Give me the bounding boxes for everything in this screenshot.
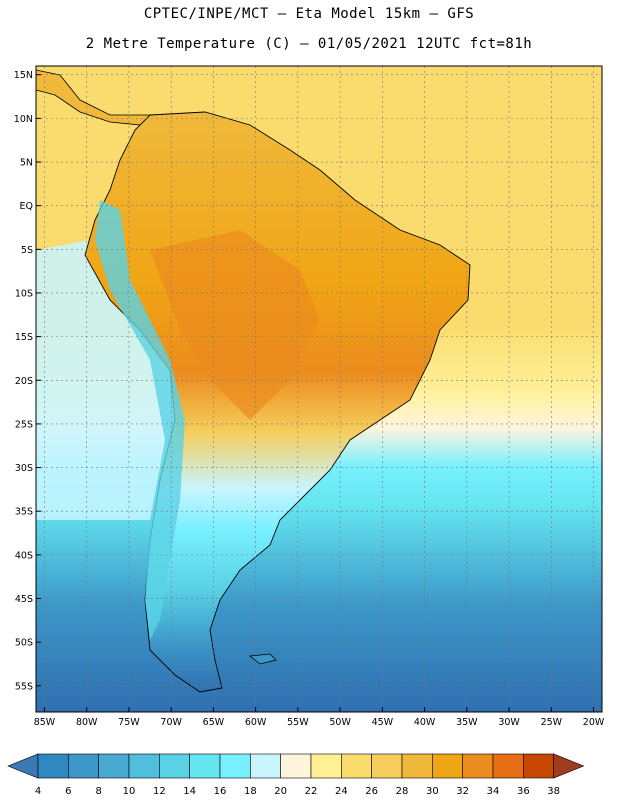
lat-tick-label: 35S bbox=[15, 507, 33, 518]
amazon-hot-region bbox=[150, 230, 320, 420]
colorbar-swatch bbox=[128, 753, 160, 779]
lat-tick-label: 30S bbox=[15, 463, 33, 474]
colorbar-tick-label: 28 bbox=[396, 786, 409, 797]
colorbar-labels: 4 6 8 10 12 14 16 18 20 22 24 26 28 30 32 34 36 38 bbox=[35, 786, 560, 797]
lat-tick-label: 10S bbox=[15, 288, 33, 299]
lon-tick-label: 45W bbox=[372, 717, 394, 728]
andes-cold-region bbox=[95, 200, 185, 640]
chart-title-line1: CPTEC/INPE/MCT – Eta Model 15km – GFS bbox=[143, 6, 475, 22]
lon-tick-label: 50W bbox=[329, 717, 351, 728]
colorbar-swatch bbox=[310, 753, 342, 779]
colorbar-tick-label: 34 bbox=[487, 786, 500, 797]
colorbar-swatch bbox=[98, 753, 130, 779]
lon-tick-label: 30W bbox=[498, 717, 520, 728]
chart-title-line2: 2 Metre Temperature (C) – 01/05/2021 12U… bbox=[85, 36, 533, 52]
lat-tick-label: 5N bbox=[20, 158, 33, 169]
lat-tick-label: 10N bbox=[14, 114, 33, 125]
colorbar-swatch bbox=[37, 753, 69, 779]
central-america-landmass bbox=[36, 69, 151, 126]
colorbar-swatch bbox=[341, 753, 372, 779]
colorbar-arrow-low bbox=[7, 753, 39, 779]
lon-tick-label: 25W bbox=[541, 717, 563, 728]
lon-tick-label: 80W bbox=[76, 717, 98, 728]
lon-tick-label: 70W bbox=[160, 717, 182, 728]
lat-tick-label: 25S bbox=[15, 419, 33, 430]
colorbar-swatch bbox=[371, 753, 403, 779]
colorbar-swatch bbox=[159, 753, 190, 779]
colorbar-swatch bbox=[492, 753, 524, 779]
colorbar-swatch bbox=[250, 753, 281, 779]
lat-tick-label: 45S bbox=[15, 594, 33, 605]
colorbar-tick-label: 10 bbox=[123, 786, 136, 797]
colorbar-swatch bbox=[432, 753, 463, 779]
graticule bbox=[36, 66, 602, 712]
colorbar-swatch bbox=[68, 753, 99, 779]
lat-tick-label: 20S bbox=[15, 376, 33, 387]
longitude-labels: 85W 80W 75W 70W 65W 60W 55W 50W 45W 40W 35W 30W 25W 2… bbox=[34, 717, 605, 728]
colorbar-tick-label: 14 bbox=[183, 786, 196, 797]
colorbar-tick-label: 16 bbox=[214, 786, 227, 797]
lon-tick-label: 40W bbox=[414, 717, 436, 728]
colorbar-swatch bbox=[401, 753, 433, 779]
colorbar-swatch bbox=[523, 753, 554, 779]
falkland-islands bbox=[248, 653, 277, 665]
lon-tick-label: 60W bbox=[245, 717, 267, 728]
colorbar-swatch bbox=[462, 753, 494, 779]
colorbar-tick-label: 4 bbox=[35, 786, 41, 797]
lat-tick-label: 5S bbox=[21, 245, 33, 256]
lat-tick-label: 50S bbox=[15, 638, 33, 649]
colorbar-tick-label: 18 bbox=[244, 786, 257, 797]
colorbar-swatch bbox=[219, 753, 251, 779]
colorbar-tick-label: 8 bbox=[95, 786, 101, 797]
colorbar-tick-label: 24 bbox=[335, 786, 348, 797]
latitude-labels: 15N 10N 5N EQ 5S 10S 15S 20S 25S 30S 35S 40S 45S 50S 5… bbox=[14, 70, 33, 692]
lat-tick-label: 15S bbox=[15, 332, 33, 343]
colorbar-arrow-high bbox=[553, 753, 585, 779]
colorbar-tick-label: 36 bbox=[517, 786, 530, 797]
lon-tick-label: 75W bbox=[118, 717, 140, 728]
lat-tick-label: 15N bbox=[14, 70, 33, 81]
colorbar-tick-label: 38 bbox=[547, 786, 560, 797]
lon-tick-label: 65W bbox=[203, 717, 225, 728]
lat-tick-label: 40S bbox=[15, 550, 33, 561]
lon-tick-label: 35W bbox=[456, 717, 478, 728]
lon-tick-label: 20W bbox=[583, 717, 605, 728]
colorbar-tick-label: 26 bbox=[365, 786, 378, 797]
lat-tick-label: EQ bbox=[20, 201, 33, 212]
lat-tick-label: 55S bbox=[15, 681, 33, 692]
colorbar-swatch bbox=[189, 753, 221, 779]
colorbar-tick-label: 22 bbox=[305, 786, 318, 797]
lon-tick-label: 85W bbox=[34, 717, 56, 728]
colorbar-tick-label: 30 bbox=[426, 786, 439, 797]
colorbar-swatch bbox=[280, 753, 312, 779]
lon-tick-label: 55W bbox=[287, 717, 309, 728]
map-frame bbox=[35, 65, 603, 713]
colorbar-tick-label: 12 bbox=[153, 786, 166, 797]
colorbar-tick-label: 32 bbox=[456, 786, 469, 797]
colorbar bbox=[7, 753, 585, 779]
colorbar-tick-label: 20 bbox=[274, 786, 287, 797]
colorbar-tick-label: 6 bbox=[65, 786, 71, 797]
